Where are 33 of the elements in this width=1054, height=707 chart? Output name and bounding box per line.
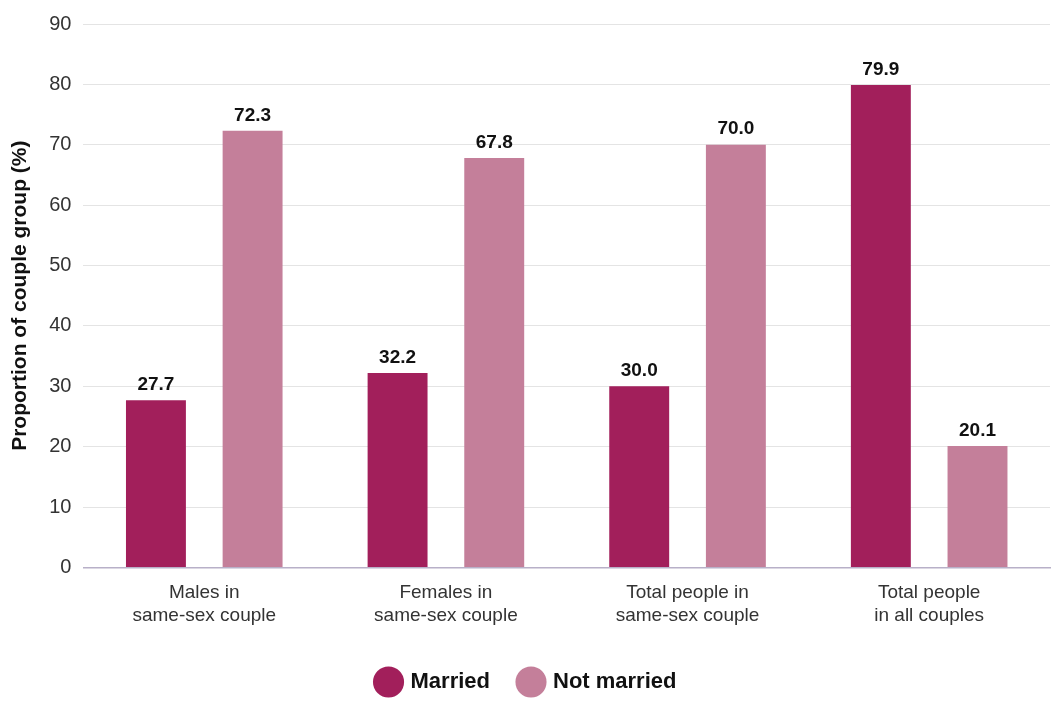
bar <box>609 386 670 567</box>
data-label: 20.1 <box>959 418 997 440</box>
y-tick-label: 0 <box>60 554 72 577</box>
data-label: 72.3 <box>234 103 272 125</box>
y-tick-label: 60 <box>49 192 72 215</box>
bar <box>850 84 911 567</box>
x-tick-label: Females in same-sex couple <box>374 581 518 625</box>
y-tick-label: 50 <box>49 253 72 276</box>
bar <box>705 144 766 567</box>
y-tick-label: 30 <box>49 373 72 396</box>
bar <box>464 158 525 567</box>
data-label: 30.0 <box>620 359 658 380</box>
y-tick-label: 40 <box>49 313 72 336</box>
x-tick-label: Total people in same-sex couple <box>615 581 760 625</box>
bar <box>125 400 186 567</box>
data-label: 27.7 <box>137 372 175 394</box>
bar <box>222 130 283 567</box>
x-tick-label: Males in same-sex couple <box>132 581 277 625</box>
data-label: 70.0 <box>717 117 755 139</box>
legend-label: Not married <box>553 668 677 694</box>
y-axis-title: Proportion of couple group (%) <box>7 140 31 451</box>
x-tick-label: Total people in all couples <box>874 581 985 625</box>
data-label: 67.8 <box>475 130 513 152</box>
legend-label: Married <box>410 668 491 694</box>
y-tick-label: 80 <box>49 71 72 94</box>
data-label: 32.2 <box>379 345 417 367</box>
bar <box>947 446 1008 567</box>
y-tick-label: 20 <box>49 434 72 457</box>
y-tick-label: 70 <box>49 132 72 155</box>
data-label: 79.9 <box>862 57 900 79</box>
y-tick-label: 10 <box>49 494 72 517</box>
bar <box>367 372 428 567</box>
y-tick-label: 90 <box>49 11 72 34</box>
